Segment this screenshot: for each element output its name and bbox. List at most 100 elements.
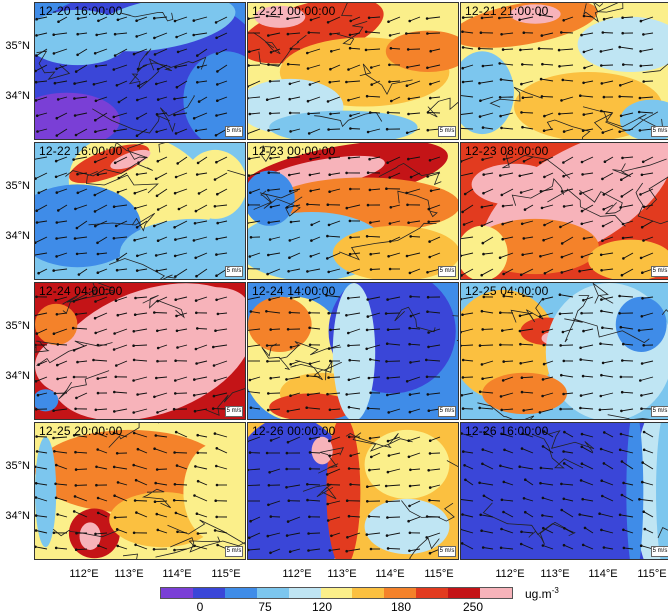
longitude-label: 115°E — [637, 568, 666, 580]
wind-arrow — [135, 501, 147, 502]
wind-arrow-head — [327, 376, 330, 379]
wind-arrow-head — [426, 310, 429, 313]
wind-arrow-head — [133, 239, 136, 242]
wind-arrow-head — [134, 192, 137, 195]
wind-arrow-head — [307, 532, 310, 535]
wind-arrow-head — [269, 112, 272, 115]
wind-arrow-head — [327, 312, 330, 315]
wind-arrow-head — [560, 374, 563, 377]
wind-arrow-head — [426, 32, 429, 35]
wind-arrow-head — [133, 53, 136, 56]
wind-arrow-head — [369, 253, 372, 256]
wind-arrow-head — [429, 452, 432, 455]
wind-arrow-head — [600, 479, 603, 482]
wind-arrow-head — [520, 83, 523, 86]
colorbar-segment — [416, 588, 448, 598]
wind-arrow-head — [562, 79, 565, 82]
wind-arrow-head — [307, 67, 310, 70]
wind-arrow-head — [558, 65, 561, 68]
wind-arrow-head — [197, 452, 200, 455]
wind-arrow-head — [409, 532, 412, 535]
wind-arrow-head — [481, 225, 484, 228]
concentration-region — [472, 164, 557, 205]
wind-arrow-head — [136, 117, 139, 120]
wind-arrow-head — [582, 375, 585, 378]
wind-arrow-head — [388, 64, 391, 67]
wind-arrow-head — [95, 100, 98, 103]
wind-arrow — [411, 236, 420, 237]
wind-arrow-head — [214, 432, 217, 435]
wind-arrow-head — [196, 512, 199, 515]
wind-arrow-head — [519, 330, 522, 333]
wind-arrow-head — [173, 408, 176, 411]
wind-arrow — [480, 345, 493, 346]
wind-arrow-head — [174, 392, 177, 395]
wind-arrow-head — [560, 31, 563, 34]
wind-arrow-head — [116, 452, 119, 455]
concentration-map — [35, 3, 246, 140]
wind-arrow-head — [367, 315, 370, 318]
wind-arrow-head — [519, 49, 522, 52]
wind-arrow-head — [639, 50, 642, 53]
wind-arrow-head — [114, 33, 117, 36]
wind-arrow-head — [267, 63, 270, 66]
wind-arrow-head — [409, 295, 412, 298]
wind-arrow-head — [601, 239, 604, 242]
wind-arrow-head — [94, 52, 97, 55]
wind-arrow-head — [502, 379, 505, 382]
wind-arrow-head — [386, 500, 389, 503]
wind-arrow-head — [267, 254, 270, 257]
wind-arrow-head — [481, 206, 484, 209]
wind-arrow-head — [156, 411, 159, 414]
wind-arrow-head — [174, 379, 177, 382]
wind-arrow-head — [349, 253, 352, 256]
colorbar-segment — [161, 588, 193, 598]
wind-arrow-head — [327, 271, 330, 274]
wind-arrow-head — [638, 111, 641, 114]
wind-arrow-head — [461, 211, 464, 214]
wind-arrow-head — [518, 19, 521, 22]
panel-timestamp: 12-24 14:00:00 — [252, 284, 336, 298]
wind-arrow-head — [35, 408, 38, 411]
wind-arrow-head — [215, 21, 218, 24]
wind-arrow-head — [482, 253, 485, 256]
wind-arrow-head — [288, 256, 291, 259]
panel-timestamp: 12-25 20:00:00 — [39, 424, 123, 438]
wind-arrow-head — [480, 274, 483, 277]
wind-arrow-head — [406, 255, 409, 258]
wind-arrow-head — [310, 19, 313, 22]
wind-arrow — [248, 485, 260, 486]
wind-arrow-head — [582, 82, 585, 85]
wind-arrow-head — [308, 312, 311, 315]
wind-arrow-head — [462, 376, 465, 379]
wind-arrow-head — [348, 467, 351, 470]
wind-arrow-head — [501, 194, 504, 197]
wind-arrow-head — [248, 537, 251, 540]
wind-arrow-head — [56, 378, 59, 381]
wind-arrow-head — [195, 275, 198, 278]
wind-arrow — [386, 313, 400, 314]
wind-arrow-head — [407, 221, 410, 224]
wind-arrow-head — [196, 81, 199, 84]
wind-arrow-head — [309, 83, 312, 86]
concentration-map — [35, 423, 246, 560]
wind-arrow-head — [266, 360, 269, 363]
colorbar-unit: ug.m-3 — [525, 586, 559, 601]
wind-arrow-head — [327, 483, 330, 486]
concentration-region — [35, 338, 99, 393]
latitude-label: 35°N — [0, 40, 30, 52]
wind-arrow-head — [133, 532, 136, 535]
wind-arrow-head — [598, 512, 601, 515]
latitude-label: 34°N — [0, 370, 30, 382]
wind-arrow-head — [55, 547, 58, 550]
wind-arrow-head — [248, 50, 251, 53]
wind-arrow-head — [285, 486, 288, 489]
wind-arrow-head — [196, 327, 199, 330]
concentration-map — [248, 143, 459, 280]
wind-arrow-head — [482, 242, 485, 245]
wind-arrow-head — [113, 237, 116, 240]
concentration-region — [626, 423, 643, 560]
wind-arrow-head — [327, 21, 330, 24]
